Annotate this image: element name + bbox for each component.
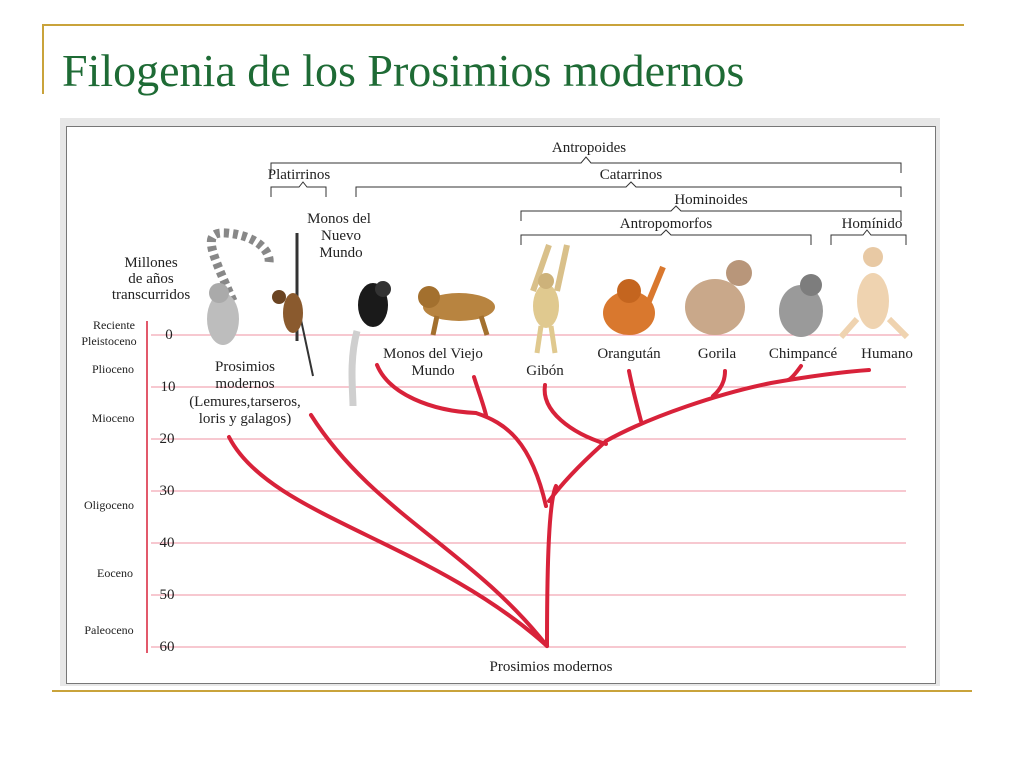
colobus-monkey-icon [348,281,391,407]
label-catarrinos: Catarrinos [600,167,663,183]
label-prosimios-line-3: (Lemures,tarseros, [189,394,301,410]
bracket-antropoides [270,156,902,173]
spider-monkey-icon [272,233,314,377]
label-hominoides: Hominoides [674,192,747,208]
branch-orangutan [627,369,643,423]
slide-frame-left-line [42,24,44,94]
label-nuevo-mundo-line-1: Monos del [307,211,371,227]
epoch-eoceno: Eoceno [97,566,133,580]
branch-nuevo-mundo [309,413,549,648]
slide-frame-top-line [42,24,964,26]
tick-label-60: 60 [160,639,175,655]
phylogeny-branches [227,363,871,648]
label-prosimios-line-1: Prosimios [215,359,275,375]
bracket-labels: Antropoides Platirrinos Catarrinos Homin… [268,140,903,232]
tick-label-10: 10 [161,379,176,395]
bracket-hominoides [520,205,902,221]
branch-gibon [542,383,608,446]
branch-catarrinos-stem [545,484,558,648]
epoch-reciente: Reciente [93,318,135,332]
epoch-paleoceno: Paleoceno [84,623,133,637]
chimpanzee-icon [779,274,823,337]
label-orangutan: Orangután [597,346,661,362]
label-chimpance: Chimpancé [769,346,838,362]
label-hominido: Homínido [842,216,903,232]
branch-prosimios [227,435,549,648]
group-brackets [270,156,907,245]
epoch-pleistoceno: Pleistoceno [81,334,136,348]
branch-gorila [711,369,727,398]
tick-label-0: 0 [165,327,173,343]
bracket-hominido [830,229,907,245]
label-platirrinos: Platirrinos [268,167,331,183]
phylogeny-figure: Millones de años transcurridos 0 10 20 3… [66,126,936,684]
label-viejo-mundo-line-1: Monos del Viejo [383,346,483,362]
bracket-catarrinos [355,181,902,197]
phylogeny-diagram: Millones de años transcurridos 0 10 20 3… [81,140,913,675]
bracket-antropomorfos [520,229,812,245]
label-prosimios-line-2: modernos [215,376,274,392]
axis-label-line-1: Millones [124,255,177,271]
label-gorila: Gorila [698,346,737,362]
branch-viejo-mundo [375,363,548,508]
label-nuevo-mundo-line-3: Mundo [319,245,362,261]
branch-chimpance [786,364,803,382]
label-gibon: Gibón [526,363,564,379]
branch-hominoides [547,368,871,503]
lemur-icon [206,228,274,345]
label-viejo-mundo-line-2: Mundo [411,363,454,379]
label-humano: Humano [861,346,913,362]
label-root: Prosimios modernos [490,659,613,675]
label-nuevo-mundo-line-2: Nuevo [321,228,361,244]
gibbon-icon [530,244,570,354]
tick-label-50: 50 [160,587,175,603]
epoch-plioceno: Plioceno [92,362,134,376]
tick-label-40: 40 [160,535,175,551]
label-prosimios-line-4: loris y galagos) [199,411,291,427]
human-icon [838,247,910,340]
slide-frame-bottom-line [52,690,972,692]
epoch-oligoceno: Oligoceno [84,498,134,512]
label-antropoides: Antropoides [552,140,626,156]
tick-label-30: 30 [160,483,175,499]
taxa-labels: Prosimios modernos (Lemures,tarseros, lo… [189,211,913,427]
label-antropomorfos: Antropomorfos [620,216,713,232]
bracket-platirrinos [270,181,327,197]
orangutan-icon [603,265,666,335]
slide-title: Filogenia de los Prosimios modernos [62,45,745,96]
epoch-mioceno: Mioceno [92,411,135,425]
axis-label-line-2: de años [128,271,174,287]
branch-viejo-mundo-2 [472,375,488,417]
gorilla-icon [685,260,752,335]
time-axis: Millones de años transcurridos 0 10 20 3… [81,255,190,655]
axis-label-line-3: transcurridos [112,287,190,303]
baboon-icon [418,286,495,336]
tick-label-20: 20 [160,431,175,447]
time-gridlines [151,334,906,648]
